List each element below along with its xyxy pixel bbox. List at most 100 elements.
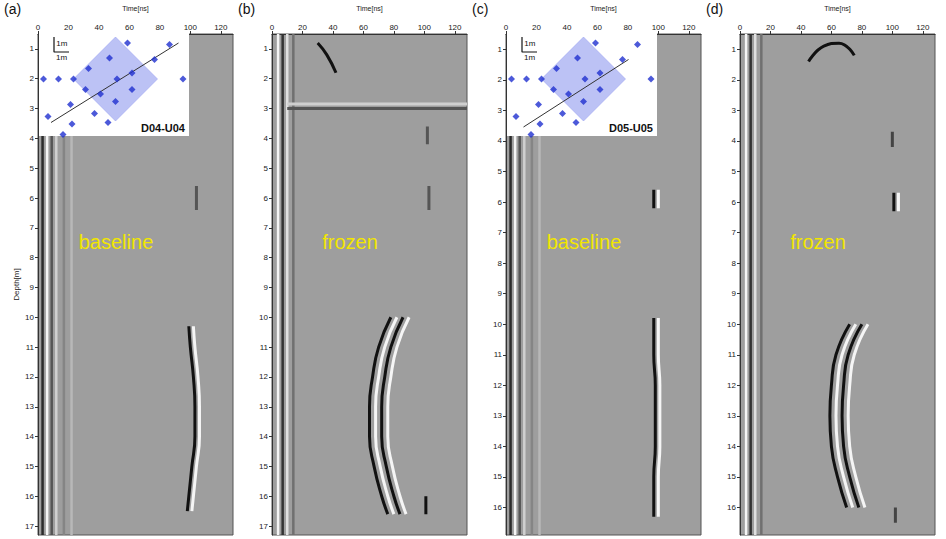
svg-text:7: 7 bbox=[30, 223, 35, 232]
svg-text:5: 5 bbox=[264, 164, 269, 173]
svg-text:(d): (d) bbox=[706, 1, 723, 17]
svg-text:baseline: baseline bbox=[547, 231, 622, 253]
svg-text:1: 1 bbox=[732, 45, 737, 54]
svg-text:17: 17 bbox=[25, 522, 34, 531]
svg-text:1: 1 bbox=[498, 45, 503, 54]
svg-text:3: 3 bbox=[30, 104, 35, 113]
svg-text:2: 2 bbox=[498, 75, 503, 84]
svg-text:11: 11 bbox=[260, 343, 269, 352]
svg-text:120: 120 bbox=[448, 23, 462, 32]
svg-text:7: 7 bbox=[498, 228, 503, 237]
svg-text:Time[ns]: Time[ns] bbox=[590, 5, 617, 13]
svg-text:1m: 1m bbox=[524, 39, 535, 48]
svg-text:9: 9 bbox=[498, 289, 503, 298]
svg-text:1: 1 bbox=[264, 44, 269, 53]
svg-text:60: 60 bbox=[359, 23, 368, 32]
svg-text:1m: 1m bbox=[56, 53, 67, 62]
svg-text:20: 20 bbox=[532, 23, 541, 32]
svg-text:60: 60 bbox=[593, 23, 602, 32]
svg-text:15: 15 bbox=[493, 472, 502, 481]
svg-text:14: 14 bbox=[259, 432, 268, 441]
svg-text:10: 10 bbox=[493, 320, 502, 329]
svg-text:9: 9 bbox=[264, 283, 269, 292]
svg-text:16: 16 bbox=[25, 492, 34, 501]
svg-text:Time[ns]: Time[ns] bbox=[122, 5, 149, 13]
svg-text:baseline: baseline bbox=[79, 231, 154, 253]
svg-text:40: 40 bbox=[562, 23, 571, 32]
svg-text:80: 80 bbox=[389, 23, 398, 32]
svg-text:14: 14 bbox=[493, 442, 502, 451]
svg-text:80: 80 bbox=[623, 23, 632, 32]
svg-text:0: 0 bbox=[504, 23, 509, 32]
svg-text:7: 7 bbox=[732, 228, 737, 237]
svg-text:4: 4 bbox=[30, 134, 35, 143]
svg-text:120: 120 bbox=[214, 23, 228, 32]
svg-text:9: 9 bbox=[30, 283, 35, 292]
svg-text:12: 12 bbox=[25, 372, 34, 381]
svg-text:4: 4 bbox=[732, 136, 737, 145]
svg-text:13: 13 bbox=[25, 402, 34, 411]
svg-text:6: 6 bbox=[732, 198, 737, 207]
svg-text:20: 20 bbox=[766, 23, 775, 32]
svg-text:(a): (a) bbox=[4, 1, 21, 17]
svg-text:8: 8 bbox=[732, 259, 737, 268]
svg-text:Time[ns]: Time[ns] bbox=[356, 5, 383, 13]
svg-text:1m: 1m bbox=[56, 39, 67, 48]
svg-text:15: 15 bbox=[259, 462, 268, 471]
svg-text:20: 20 bbox=[298, 23, 307, 32]
svg-text:8: 8 bbox=[264, 253, 269, 262]
svg-text:D04-U04: D04-U04 bbox=[141, 122, 186, 134]
svg-text:40: 40 bbox=[328, 23, 337, 32]
svg-text:7: 7 bbox=[264, 223, 269, 232]
svg-text:2: 2 bbox=[30, 74, 35, 83]
svg-text:9: 9 bbox=[732, 289, 737, 298]
svg-text:120: 120 bbox=[916, 23, 930, 32]
svg-text:8: 8 bbox=[30, 253, 35, 262]
svg-text:(c): (c) bbox=[472, 1, 488, 17]
svg-text:5: 5 bbox=[498, 167, 503, 176]
svg-text:3: 3 bbox=[264, 104, 269, 113]
svg-text:60: 60 bbox=[125, 23, 134, 32]
svg-text:2: 2 bbox=[732, 75, 737, 84]
svg-text:6: 6 bbox=[264, 194, 269, 203]
svg-text:80: 80 bbox=[155, 23, 164, 32]
svg-text:100: 100 bbox=[418, 23, 432, 32]
svg-text:80: 80 bbox=[857, 23, 866, 32]
svg-text:20: 20 bbox=[64, 23, 73, 32]
svg-text:10: 10 bbox=[727, 320, 736, 329]
svg-text:0: 0 bbox=[36, 23, 41, 32]
svg-text:1m: 1m bbox=[524, 53, 535, 62]
svg-text:11: 11 bbox=[494, 350, 503, 359]
svg-text:16: 16 bbox=[259, 492, 268, 501]
svg-text:6: 6 bbox=[30, 194, 35, 203]
svg-text:100: 100 bbox=[652, 23, 666, 32]
svg-text:11: 11 bbox=[728, 350, 737, 359]
svg-text:16: 16 bbox=[727, 503, 736, 512]
svg-text:5: 5 bbox=[30, 164, 35, 173]
svg-text:D05-U05: D05-U05 bbox=[609, 122, 653, 134]
svg-text:4: 4 bbox=[264, 134, 269, 143]
svg-text:40: 40 bbox=[94, 23, 103, 32]
svg-text:1: 1 bbox=[30, 44, 35, 53]
svg-text:3: 3 bbox=[498, 106, 503, 115]
svg-text:100: 100 bbox=[886, 23, 900, 32]
svg-text:14: 14 bbox=[25, 432, 34, 441]
svg-text:40: 40 bbox=[796, 23, 805, 32]
svg-text:13: 13 bbox=[493, 411, 502, 420]
svg-text:8: 8 bbox=[498, 259, 503, 268]
svg-text:0: 0 bbox=[270, 23, 275, 32]
svg-text:100: 100 bbox=[184, 23, 198, 32]
svg-text:6: 6 bbox=[498, 198, 503, 207]
svg-text:0: 0 bbox=[738, 23, 743, 32]
svg-text:4: 4 bbox=[498, 136, 503, 145]
svg-text:12: 12 bbox=[259, 372, 268, 381]
svg-text:(b): (b) bbox=[238, 1, 255, 17]
svg-text:12: 12 bbox=[727, 381, 736, 390]
svg-text:14: 14 bbox=[727, 442, 736, 451]
svg-text:17: 17 bbox=[259, 522, 268, 531]
svg-text:12: 12 bbox=[493, 381, 502, 390]
svg-text:13: 13 bbox=[259, 402, 268, 411]
svg-text:15: 15 bbox=[25, 462, 34, 471]
svg-text:11: 11 bbox=[26, 343, 35, 352]
svg-text:10: 10 bbox=[25, 313, 34, 322]
